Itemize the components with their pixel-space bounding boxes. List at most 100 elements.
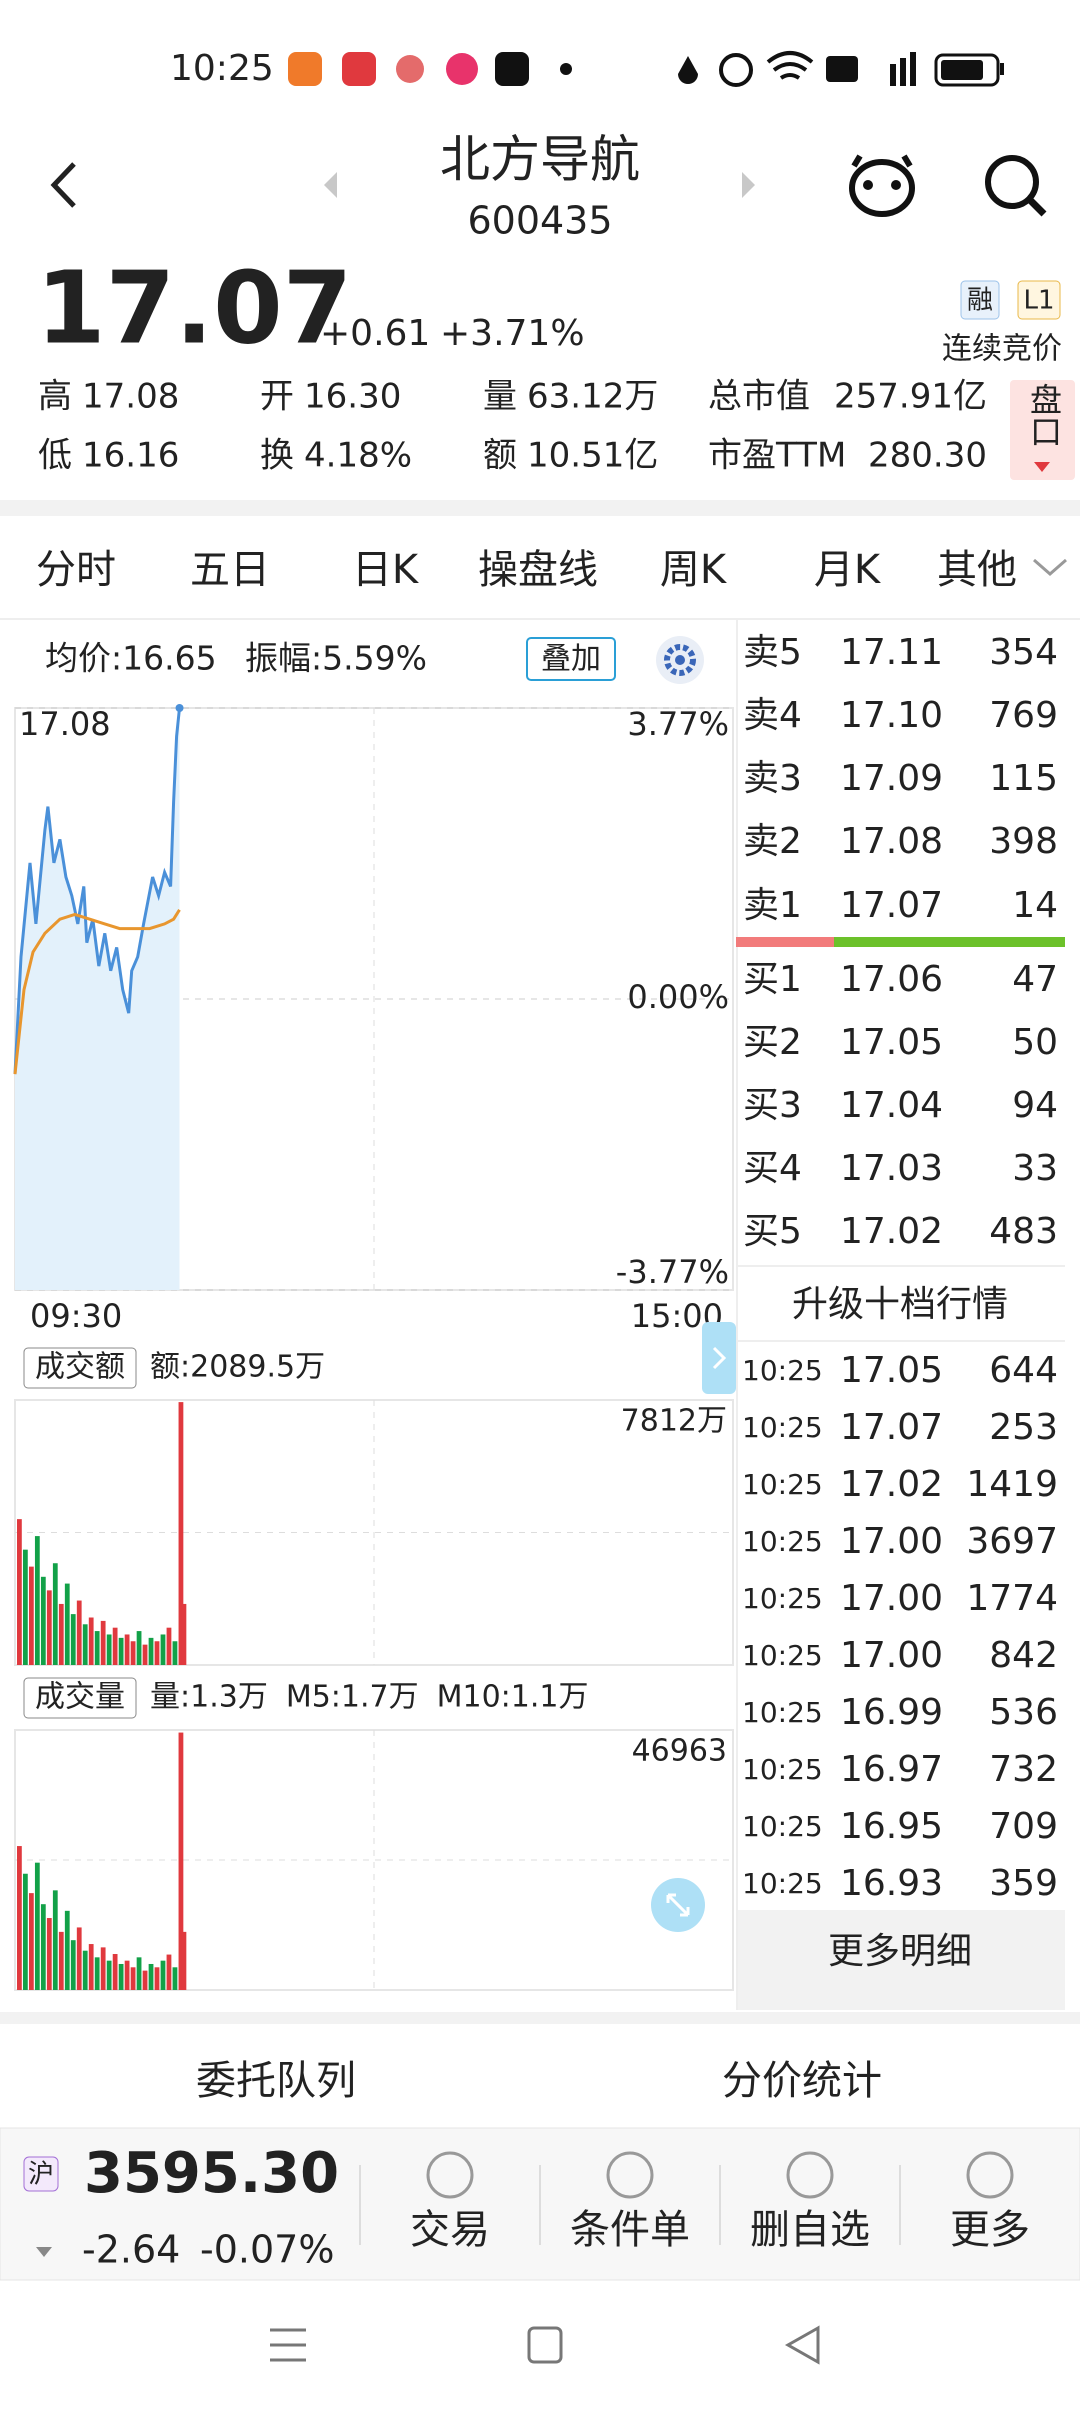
more-details-box[interactable] (738, 1910, 1065, 2010)
tick-time: 10:25 (742, 1639, 823, 1672)
book-price: 17.11 (840, 632, 943, 673)
price-area (15, 708, 180, 1290)
book-price: 17.08 (840, 821, 943, 862)
bar (154, 1967, 160, 1990)
action-label[interactable]: 条件单 (570, 2207, 690, 2253)
bar (160, 1960, 166, 1990)
book-qty: 483 (989, 1211, 1058, 1252)
nav-back[interactable] (784, 2325, 820, 2365)
bar (148, 1963, 154, 1990)
indicator-value: M5:1.7万 (286, 1680, 419, 1715)
stat-label: 高 (38, 377, 72, 417)
nav-home[interactable] (527, 2326, 563, 2364)
status-icons (288, 51, 1004, 87)
tick-time: 10:25 (742, 1468, 823, 1501)
last-price: 17.07 (36, 249, 352, 366)
stat-label: 量 (483, 377, 517, 417)
action-icon[interactable] (606, 2151, 654, 2199)
book-qty: 47 (1012, 959, 1058, 1000)
bar (82, 1624, 88, 1665)
indicator-name: 成交量 (35, 1680, 125, 1715)
stat-value: 10.51亿 (527, 436, 658, 476)
bar (28, 1893, 34, 1990)
bar (172, 1641, 178, 1665)
bar (82, 1950, 88, 1990)
bar (142, 1970, 148, 1990)
search-button[interactable] (985, 155, 1047, 217)
tick-qty: 842 (989, 1635, 1058, 1676)
tab[interactable]: 分时 (36, 547, 116, 593)
settings-button[interactable] (656, 636, 704, 684)
order-book: 卖5 17.11 354 卖4 17.10 769 卖3 17.09 115 卖2 17.08 398… (743, 632, 1058, 1252)
bar (178, 1402, 184, 1665)
bar (100, 1947, 106, 1990)
stat-label: 低 (38, 436, 72, 476)
book-label: 卖2 (743, 821, 802, 862)
action-icon[interactable] (966, 2151, 1014, 2199)
tab[interactable]: 五日 (190, 547, 270, 593)
tick-price: 16.99 (840, 1692, 943, 1733)
last-point (175, 704, 184, 712)
book-label: 买1 (743, 959, 802, 1000)
action-label[interactable]: 交易 (410, 2207, 490, 2253)
action-icon[interactable] (786, 2151, 834, 2199)
side-button-label[interactable]: 盘口 (1025, 383, 1063, 447)
nav-menu[interactable] (270, 2328, 306, 2362)
robot-button[interactable] (849, 154, 915, 217)
overlay-label[interactable]: 叠加 (541, 642, 601, 677)
bottom-tab[interactable]: 委托队列 (196, 2058, 356, 2104)
tab[interactable]: 操盘线 (478, 547, 598, 593)
bar (148, 1637, 154, 1665)
bar (166, 1627, 172, 1665)
upgrade-link[interactable]: 升级十档行情 (792, 1284, 1008, 1325)
index-label: 沪 (28, 2160, 54, 2190)
book-qty: 354 (989, 632, 1058, 673)
tabs: 分时 五日 日K 操盘线 周K 月K 其他 (36, 547, 1017, 593)
bar (172, 1967, 178, 1990)
back-button[interactable] (50, 162, 76, 208)
y2-tick-label: -3.77% (616, 1253, 729, 1291)
prev-stock[interactable] (324, 172, 337, 198)
side-button[interactable] (1010, 380, 1075, 480)
bar (34, 1862, 40, 1990)
bar (46, 1918, 52, 1990)
bottom-tab[interactable]: 分价统计 (722, 2058, 882, 2104)
tick-time: 10:25 (742, 1525, 823, 1558)
badge-box (1017, 280, 1061, 320)
tab[interactable]: 月K (814, 547, 882, 593)
more-tabs-chevron[interactable] (1033, 558, 1067, 576)
action-label[interactable]: 更多 (950, 2207, 1030, 2253)
bar (40, 1576, 46, 1665)
badge: L1 (1023, 286, 1054, 316)
bar (52, 1890, 58, 1990)
bar (112, 1954, 118, 1990)
y2-tick-label: 0.00% (627, 978, 729, 1016)
bar (64, 1910, 70, 1990)
index-value[interactable]: 3595.30 (84, 2141, 339, 2206)
tick-qty: 536 (989, 1692, 1058, 1733)
y-tick-label: 17.08 (19, 705, 111, 743)
next-stock[interactable] (742, 172, 755, 198)
tab[interactable]: 日K (352, 547, 420, 593)
action-label[interactable]: 删自选 (750, 2207, 870, 2253)
more-details[interactable]: 更多明细 (828, 1931, 972, 1972)
separator (0, 2012, 1080, 2024)
bar (88, 1617, 94, 1665)
bar (70, 1614, 76, 1665)
nav-bar (270, 2325, 820, 2365)
bar (130, 1641, 136, 1665)
bar (76, 1600, 82, 1665)
bar (112, 1627, 118, 1665)
tick-time: 10:25 (742, 1867, 823, 1900)
tab[interactable]: 周K (660, 547, 728, 593)
expand-handle[interactable] (702, 1322, 736, 1394)
index-toggle[interactable] (36, 2247, 52, 2257)
bar (40, 1904, 46, 1990)
tick-price: 17.02 (840, 1464, 943, 1505)
badge: 融 (967, 286, 993, 316)
tab[interactable]: 其他 (937, 547, 1017, 593)
charts: 15.8416.4617.08-3.77%0.00%3.77%09:3015:0… (13, 704, 734, 1991)
action-icon[interactable] (426, 2151, 474, 2199)
overlay-button[interactable] (526, 637, 616, 681)
